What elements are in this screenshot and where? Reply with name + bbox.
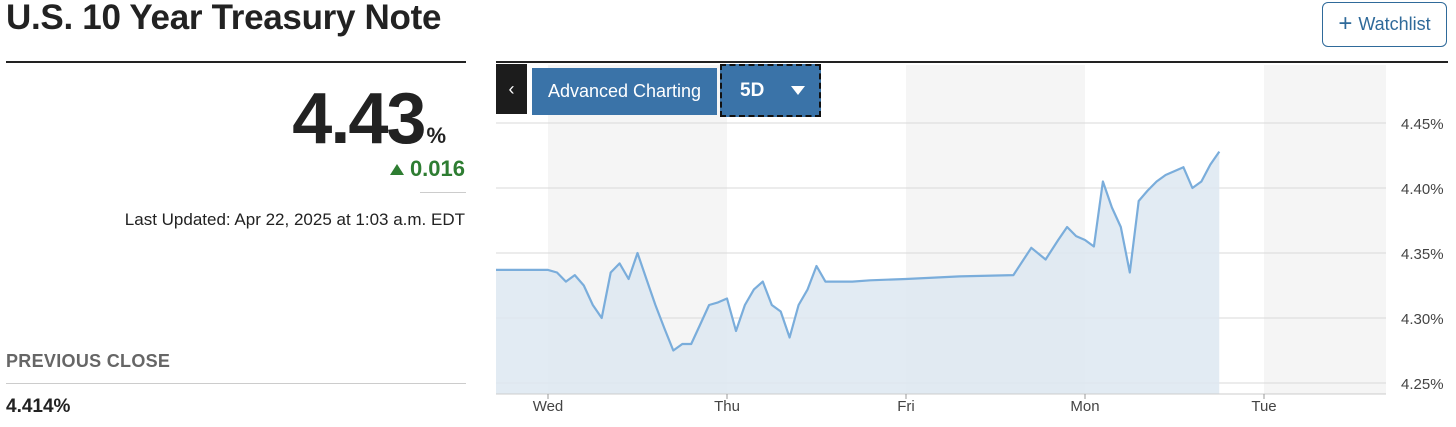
time-range-value: 5D bbox=[740, 79, 765, 101]
x-tick-label: Wed bbox=[533, 398, 564, 415]
previous-close-value: 4.414% bbox=[6, 396, 71, 417]
y-tick-label: 4.40% bbox=[1401, 181, 1444, 198]
y-tick-label: 4.25% bbox=[1401, 376, 1444, 393]
y-tick-label: 4.35% bbox=[1401, 246, 1444, 263]
caret-down-icon bbox=[791, 86, 805, 95]
change-divider bbox=[420, 192, 466, 193]
price-chart[interactable]: 4.45% 4.40% 4.35% 4.30% 4.25% Wed Thu Fri Mon Tue bbox=[496, 63, 1448, 427]
add-to-watchlist-button[interactable]: + Watchlist bbox=[1322, 2, 1447, 47]
price-change: 0.016 bbox=[389, 156, 465, 182]
x-tick-label: Fri bbox=[897, 398, 915, 415]
price-area bbox=[496, 151, 1220, 394]
price-display: 4.43% bbox=[292, 78, 446, 160]
x-tick-label: Tue bbox=[1251, 398, 1276, 415]
x-tick-label: Mon bbox=[1070, 398, 1099, 415]
chevron-left-icon: ‹ bbox=[508, 78, 515, 99]
previous-close-divider bbox=[6, 383, 466, 384]
price-value: 4.43 bbox=[292, 79, 426, 159]
plus-icon: + bbox=[1338, 9, 1353, 37]
page-title: U.S. 10 Year Treasury Note bbox=[6, 0, 442, 37]
y-tick-label: 4.45% bbox=[1401, 116, 1444, 133]
header-divider-right bbox=[496, 61, 1448, 63]
chart-toolbar: ‹ Advanced Charting 5D bbox=[496, 64, 821, 118]
arrow-up-icon bbox=[389, 163, 404, 175]
price-line bbox=[496, 150, 1221, 352]
advanced-charting-button[interactable]: Advanced Charting bbox=[532, 68, 717, 115]
header-divider-left bbox=[6, 61, 466, 63]
day-band-5 bbox=[1264, 65, 1386, 394]
x-tick-label: Thu bbox=[714, 398, 740, 415]
time-range-select[interactable]: 5D bbox=[720, 64, 821, 117]
y-tick-label: 4.30% bbox=[1401, 311, 1444, 328]
collapse-button[interactable]: ‹ bbox=[496, 64, 527, 114]
change-value: 0.016 bbox=[409, 156, 465, 181]
last-updated: Last Updated: Apr 22, 2025 at 1:03 a.m. … bbox=[124, 210, 465, 229]
price-unit: % bbox=[426, 123, 446, 148]
watchlist-label: Watchlist bbox=[1358, 14, 1431, 34]
previous-close-label: PREVIOUS CLOSE bbox=[6, 351, 171, 371]
